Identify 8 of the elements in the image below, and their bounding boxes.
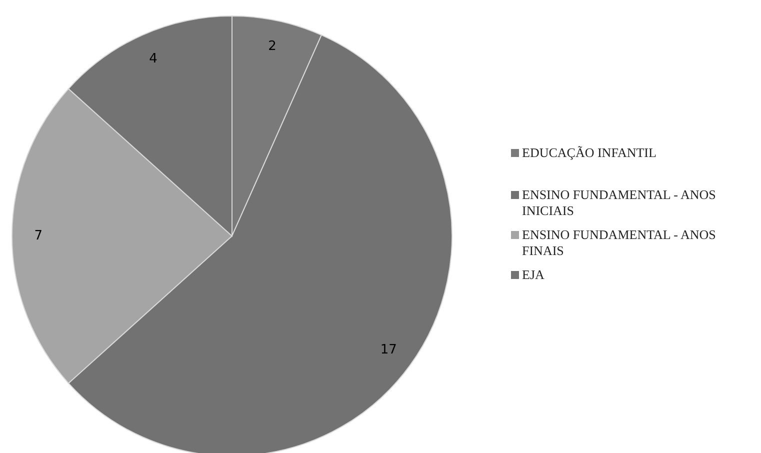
data-label: 7	[34, 228, 43, 244]
legend-label: EJA	[522, 267, 544, 283]
legend-label: EDUCAÇÃO INFANTIL	[522, 145, 656, 161]
legend-label: ENSINO FUNDAMENTAL - ANOS INICIAIS	[522, 187, 717, 219]
data-label: 4	[149, 52, 158, 67]
data-label: 17	[380, 342, 397, 358]
legend-label: ENSINO FUNDAMENTAL - ANOS FINAIS	[522, 227, 717, 259]
data-label: 2	[268, 39, 276, 54]
